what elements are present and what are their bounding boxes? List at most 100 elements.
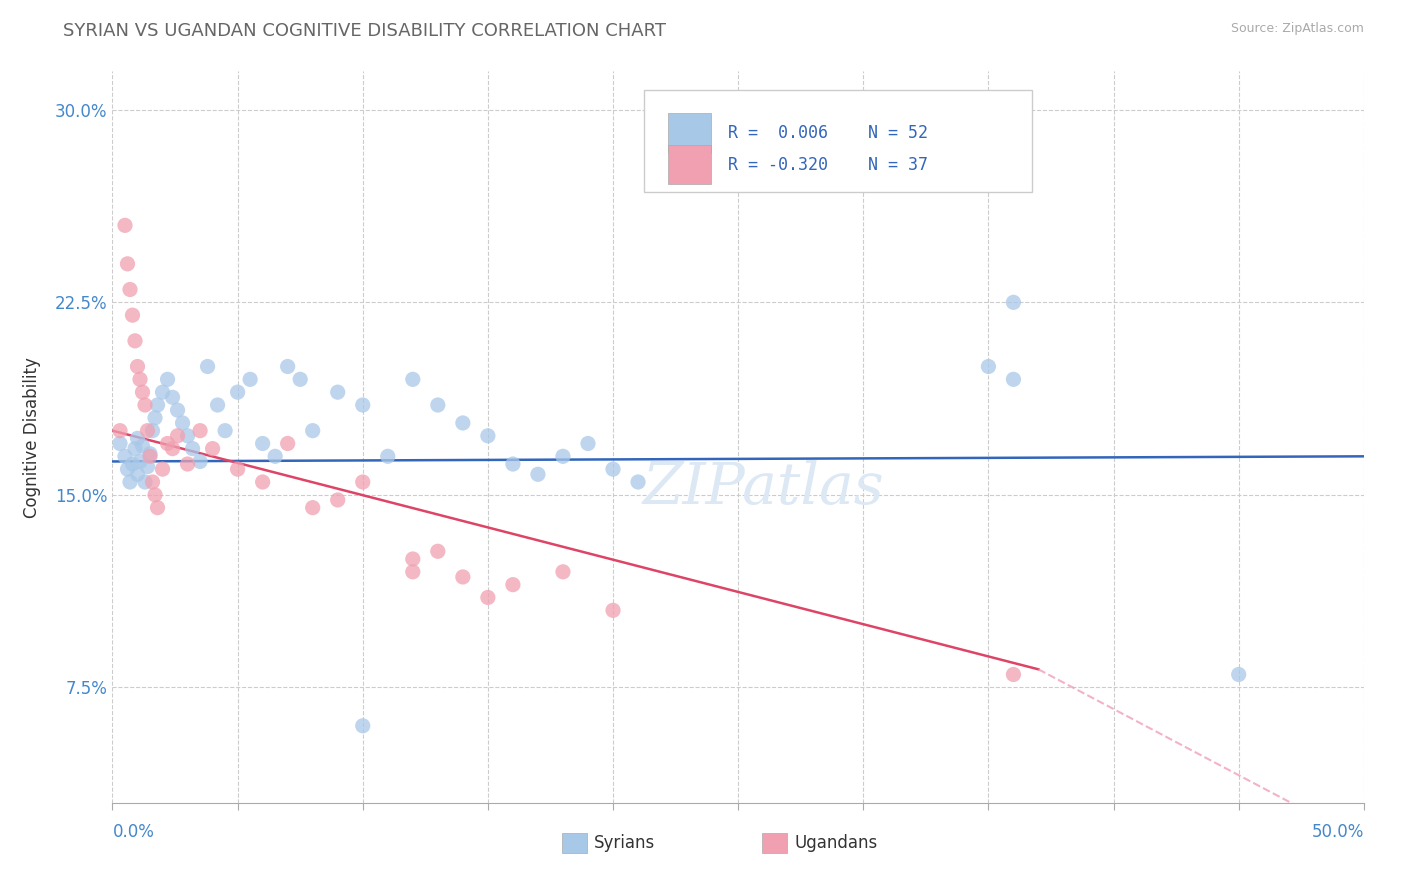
Point	[118, 283, 141, 297]
Point	[264, 450, 287, 464]
FancyBboxPatch shape	[562, 833, 586, 853]
Point	[1002, 295, 1025, 310]
Point	[352, 475, 374, 489]
Point	[252, 436, 274, 450]
Point	[176, 429, 198, 443]
Point	[226, 385, 249, 400]
Point	[134, 475, 156, 489]
Point	[131, 385, 153, 400]
Point	[352, 719, 374, 733]
Point	[162, 390, 184, 404]
Point	[166, 429, 188, 443]
Point	[188, 454, 211, 468]
Point	[136, 424, 159, 438]
Point	[166, 403, 188, 417]
Point	[301, 500, 323, 515]
Point	[377, 450, 399, 464]
FancyBboxPatch shape	[668, 113, 710, 153]
Point	[108, 436, 131, 450]
Point	[352, 398, 374, 412]
Point	[576, 436, 599, 450]
Point	[977, 359, 1000, 374]
Text: SYRIAN VS UGANDAN COGNITIVE DISABILITY CORRELATION CHART: SYRIAN VS UGANDAN COGNITIVE DISABILITY C…	[63, 22, 666, 40]
Point	[252, 475, 274, 489]
Point	[143, 488, 166, 502]
Point	[121, 457, 143, 471]
Point	[108, 424, 131, 438]
Text: Source: ZipAtlas.com: Source: ZipAtlas.com	[1230, 22, 1364, 36]
Point	[141, 475, 163, 489]
Point	[1002, 667, 1025, 681]
Point	[451, 570, 474, 584]
Point	[143, 410, 166, 425]
Text: 0.0%: 0.0%	[112, 823, 155, 841]
Text: Ugandans: Ugandans	[794, 834, 877, 852]
Point	[127, 431, 149, 445]
Point	[127, 359, 149, 374]
Point	[146, 500, 169, 515]
Point	[124, 442, 146, 456]
Point	[172, 416, 194, 430]
Point	[136, 459, 159, 474]
Point	[477, 429, 499, 443]
Point	[156, 436, 179, 450]
Point	[114, 219, 136, 233]
Point	[127, 467, 149, 482]
Point	[152, 462, 174, 476]
FancyBboxPatch shape	[644, 90, 1032, 192]
Point	[114, 450, 136, 464]
Point	[118, 475, 141, 489]
Point	[1002, 372, 1025, 386]
Point	[117, 257, 139, 271]
Point	[201, 442, 224, 456]
Point	[402, 565, 425, 579]
Text: ZIPatlas: ZIPatlas	[643, 460, 884, 516]
Point	[131, 439, 153, 453]
Point	[1227, 667, 1250, 681]
Point	[527, 467, 550, 482]
Point	[214, 424, 236, 438]
Text: 50.0%: 50.0%	[1312, 823, 1364, 841]
Text: R =  0.006    N = 52: R = 0.006 N = 52	[728, 124, 928, 142]
Point	[290, 372, 312, 386]
Point	[426, 544, 449, 558]
Point	[502, 457, 524, 471]
Point	[188, 424, 211, 438]
Point	[402, 552, 425, 566]
Point	[502, 577, 524, 591]
Point	[129, 454, 152, 468]
Point	[426, 398, 449, 412]
Point	[156, 372, 179, 386]
Point	[121, 308, 143, 322]
Y-axis label: Cognitive Disability: Cognitive Disability	[22, 357, 41, 517]
Point	[141, 424, 163, 438]
Point	[477, 591, 499, 605]
FancyBboxPatch shape	[762, 833, 787, 853]
Point	[551, 565, 574, 579]
Point	[402, 372, 425, 386]
Point	[152, 385, 174, 400]
Point	[602, 603, 624, 617]
Point	[117, 462, 139, 476]
Point	[277, 359, 299, 374]
Point	[207, 398, 229, 412]
Point	[451, 416, 474, 430]
Point	[326, 385, 349, 400]
Point	[239, 372, 262, 386]
FancyBboxPatch shape	[668, 145, 710, 185]
Text: Syrians: Syrians	[595, 834, 655, 852]
Text: R = -0.320    N = 37: R = -0.320 N = 37	[728, 155, 928, 174]
Point	[226, 462, 249, 476]
Point	[146, 398, 169, 412]
Point	[176, 457, 198, 471]
Point	[326, 492, 349, 507]
Point	[602, 462, 624, 476]
Point	[129, 372, 152, 386]
Point	[162, 442, 184, 456]
Point	[197, 359, 219, 374]
Point	[301, 424, 323, 438]
Point	[551, 450, 574, 464]
Point	[277, 436, 299, 450]
Point	[139, 447, 162, 461]
Point	[124, 334, 146, 348]
